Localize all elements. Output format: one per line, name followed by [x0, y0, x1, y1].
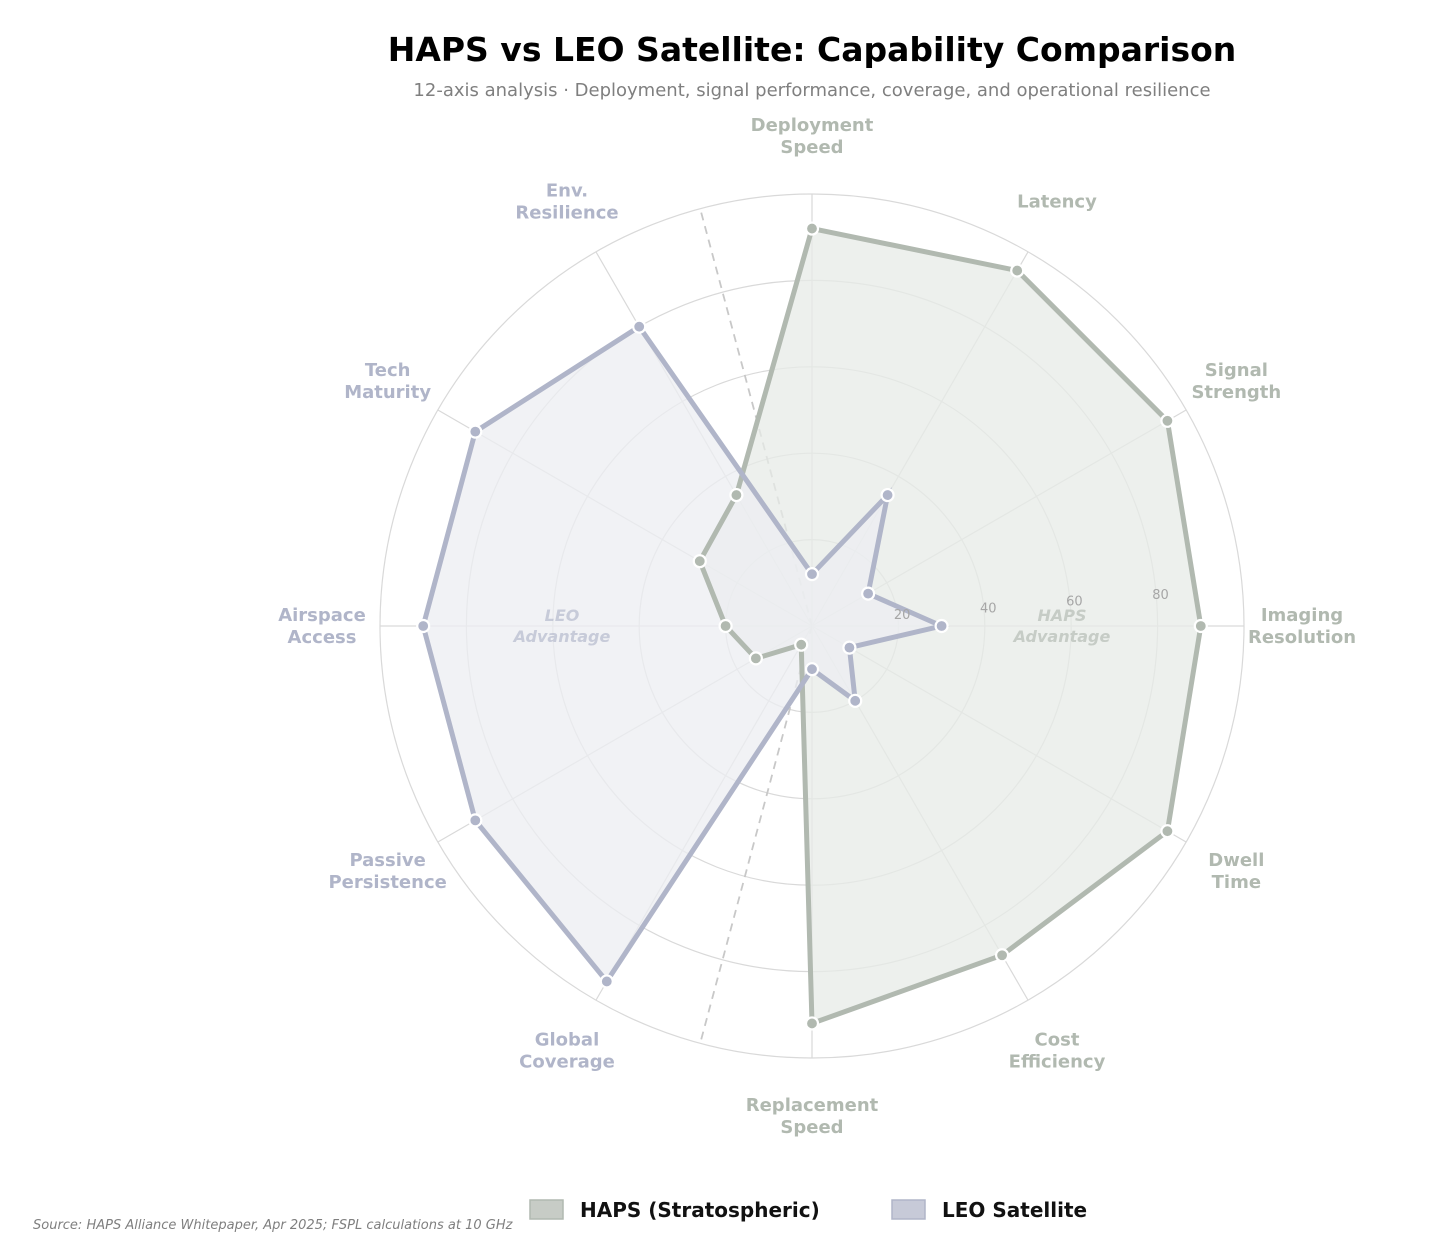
- data-point-leo-replacement-speed: [804, 662, 820, 677]
- legend-label-leo: LEO Satellite: [942, 1198, 1087, 1222]
- tick-label-80: 80: [1152, 588, 1169, 603]
- region-label-right: HAPS Advantage: [1012, 606, 1111, 646]
- axis-label-line: Imaging: [1261, 605, 1343, 626]
- axis-label-deployment-speed: Deployment Speed: [751, 115, 874, 158]
- series-fill-haps: [699, 228, 1201, 1024]
- region-label-line: LEO: [545, 606, 580, 625]
- data-point-leo-imaging-resolution: [934, 618, 949, 634]
- data-point-haps-passive-persistence: [748, 651, 763, 666]
- data-point-leo-env-resilience: [632, 319, 647, 334]
- legend-label-haps: HAPS (Stratospheric): [580, 1198, 820, 1222]
- legend-swatch-haps: [529, 1199, 564, 1220]
- data-point-leo-global-coverage: [599, 974, 614, 989]
- axis-label-line: Access: [288, 627, 357, 648]
- data-point-leo-airspace-access: [416, 618, 431, 634]
- axis-label-global-coverage: Global Coverage: [519, 1029, 615, 1072]
- data-point-haps-env-resilience: [729, 487, 744, 503]
- axis-label-passive-persistence: Passive Persistence: [328, 850, 446, 893]
- axis-label-line: Resolution: [1248, 627, 1356, 648]
- data-point-leo-signal-strength: [861, 586, 876, 601]
- axis-label-line: Replacement: [746, 1095, 879, 1116]
- axis-label-airspace-access: Airspace Access: [278, 605, 366, 648]
- series-fill-leo: [423, 326, 942, 982]
- radial-ticks: 20 40 60 80: [894, 588, 1169, 623]
- region-label-left: LEO Advantage: [512, 606, 611, 646]
- legend-swatch-leo: [891, 1199, 926, 1220]
- source-note: Source: HAPS Alliance Whitepaper, Apr 20…: [33, 1218, 514, 1233]
- axis-label-replacement-speed: Replacement Speed: [746, 1095, 879, 1138]
- data-point-haps-deployment-speed: [804, 221, 820, 236]
- region-label-line: Advantage: [512, 627, 611, 646]
- data-point-haps-airspace-access: [718, 618, 733, 634]
- axis-label-line: Resilience: [515, 203, 618, 224]
- region-label-line: Advantage: [1012, 627, 1111, 646]
- radar-series: [416, 221, 1208, 1031]
- axis-label-line: Global: [535, 1029, 600, 1050]
- data-point-haps-dwell-time: [1160, 824, 1175, 839]
- axis-label-line: Maturity: [344, 382, 431, 403]
- axis-label-tech-maturity: Tech Maturity: [344, 360, 431, 403]
- legend: HAPS (Stratospheric) LEO Satellite: [529, 1198, 1087, 1222]
- data-point-leo-cost-efficiency: [848, 693, 863, 708]
- data-point-leo-passive-persistence: [468, 813, 483, 828]
- axis-label-line: Dwell: [1208, 850, 1264, 871]
- axis-label-line: Airspace: [278, 605, 366, 626]
- data-point-leo-dwell-time: [842, 640, 857, 655]
- data-point-haps-tech-maturity: [692, 554, 707, 569]
- chart-title: HAPS vs LEO Satellite: Capability Compar…: [388, 30, 1237, 69]
- axis-label-line: Signal: [1205, 360, 1268, 381]
- axis-label-line: Efficiency: [1009, 1051, 1106, 1072]
- axis-label-cost-efficiency: Cost Efficiency: [1009, 1029, 1106, 1072]
- data-point-haps-global-coverage: [794, 637, 809, 652]
- axis-label-line: Speed: [780, 1117, 843, 1138]
- axis-label-signal-strength: Signal Strength: [1191, 360, 1281, 403]
- data-point-haps-latency: [1010, 263, 1025, 278]
- data-point-haps-signal-strength: [1160, 413, 1175, 428]
- data-point-leo-deployment-speed: [804, 567, 820, 582]
- axis-label-env-resilience: Env. Resilience: [515, 181, 618, 224]
- axis-label-line: Time: [1212, 872, 1261, 893]
- axis-label-line: Passive: [349, 850, 425, 871]
- region-label-line: HAPS: [1037, 606, 1086, 625]
- axis-label-line: Strength: [1191, 382, 1281, 403]
- chart-subtitle: 12-axis analysis · Deployment, signal pe…: [413, 80, 1210, 101]
- tick-label-40: 40: [980, 601, 997, 616]
- data-point-leo-latency: [880, 487, 895, 503]
- axis-label-latency: Latency: [1017, 192, 1097, 213]
- axis-label-line: Cost: [1035, 1029, 1080, 1050]
- axis-label-line: Coverage: [519, 1051, 615, 1072]
- region-labels: HAPS Advantage LEO Advantage: [512, 606, 1111, 646]
- axis-label-line: Deployment: [751, 115, 874, 136]
- data-point-haps-replacement-speed: [804, 1016, 820, 1031]
- tick-label-20: 20: [894, 608, 911, 623]
- tick-label-60: 60: [1066, 595, 1083, 610]
- axis-label-imaging-resolution: Imaging Resolution: [1248, 605, 1356, 648]
- axis-label-line: Latency: [1017, 192, 1097, 213]
- axis-label-dwell-time: Dwell Time: [1208, 850, 1264, 893]
- data-point-leo-tech-maturity: [468, 424, 483, 439]
- axis-label-line: Speed: [780, 137, 843, 158]
- axis-label-line: Persistence: [328, 872, 446, 893]
- data-point-haps-imaging-resolution: [1193, 618, 1208, 634]
- axis-label-line: Tech: [365, 360, 411, 381]
- axis-label-line: Env.: [546, 181, 588, 202]
- data-point-haps-cost-efficiency: [994, 948, 1010, 963]
